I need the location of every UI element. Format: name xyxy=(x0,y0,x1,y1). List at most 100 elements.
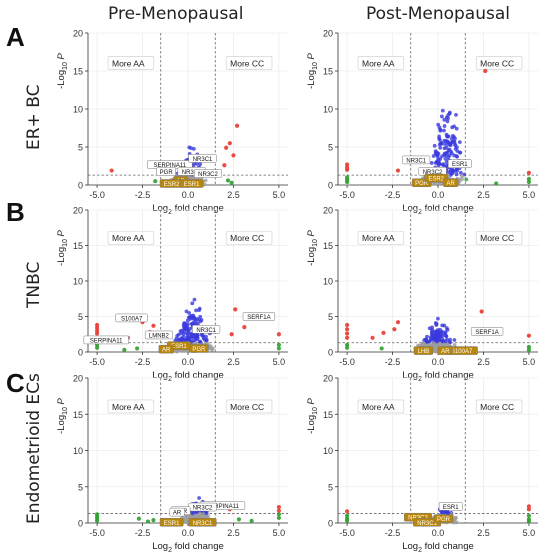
data-point xyxy=(440,323,445,328)
gene-label: ESR2 xyxy=(164,182,180,188)
data-point xyxy=(454,172,459,177)
gene-label-box xyxy=(438,502,463,511)
data-point xyxy=(457,140,462,145)
data-point xyxy=(452,343,457,347)
significant-point xyxy=(233,307,238,312)
col-title-post: Post-Menopausal xyxy=(366,4,510,24)
y-axis-label: -Log10 P xyxy=(306,52,319,88)
gene-label: PGR xyxy=(415,181,429,187)
data-point xyxy=(448,143,453,148)
fold-change-point xyxy=(276,515,282,521)
x-tick-label: 2.5 xyxy=(227,190,240,200)
data-point xyxy=(440,162,445,167)
gene-label: SERF1A xyxy=(247,315,270,321)
data-point xyxy=(180,337,184,342)
data-point xyxy=(198,162,203,166)
data-point xyxy=(184,337,189,342)
data-point xyxy=(200,333,205,338)
y-tick-label: 20 xyxy=(323,29,333,39)
gene-label: ESR1 xyxy=(184,182,200,188)
data-point xyxy=(447,110,452,115)
fold-change-point xyxy=(236,517,242,522)
more-aa-label: More AA xyxy=(112,58,145,68)
more-cc-box xyxy=(475,399,523,414)
gene-label-box xyxy=(115,313,148,323)
significant-point xyxy=(483,68,488,74)
data-point xyxy=(439,114,444,119)
data-point xyxy=(445,119,450,124)
gene-label: ESR2 xyxy=(428,177,444,183)
data-point xyxy=(206,514,211,519)
fold-change-point xyxy=(225,178,231,183)
significant-point xyxy=(229,332,234,337)
x-tick-label: 5.0 xyxy=(523,357,536,367)
x-tick-label: 2.5 xyxy=(477,357,490,367)
data-point xyxy=(198,314,203,319)
x-tick-label: 2.5 xyxy=(227,357,240,367)
fold-change-point xyxy=(276,342,282,347)
data-point xyxy=(433,334,438,339)
more-aa-box xyxy=(107,399,155,414)
data-point xyxy=(438,341,442,346)
fold-change-point xyxy=(526,513,532,518)
data-point xyxy=(204,338,209,343)
more-aa-label: More AA xyxy=(112,233,145,243)
y-tick-label: 15 xyxy=(323,67,333,77)
data-point xyxy=(195,316,199,321)
x-tick-label: 5.0 xyxy=(273,190,286,200)
x-tick-label: -5.0 xyxy=(339,190,355,200)
data-point xyxy=(455,154,459,159)
gene-label-box xyxy=(424,173,449,183)
data-point xyxy=(442,124,447,128)
panel-letter-a: A xyxy=(6,22,25,52)
significant-point xyxy=(276,332,282,337)
fold-change-point xyxy=(151,518,156,523)
data-point xyxy=(449,149,453,154)
fold-change-point xyxy=(94,518,100,523)
data-point xyxy=(454,520,459,525)
gene-label-box xyxy=(194,169,222,178)
gene-label-box xyxy=(188,154,217,163)
gene-label: NR3C2 xyxy=(198,172,218,178)
y-tick-label: 10 xyxy=(73,277,83,287)
data-point xyxy=(444,164,449,168)
y-tick-label: 15 xyxy=(73,410,83,420)
x-tick-label: 5.0 xyxy=(523,528,536,538)
data-point xyxy=(185,318,190,323)
y-tick-label: 0 xyxy=(78,348,83,358)
data-point xyxy=(434,322,439,326)
data-point xyxy=(208,346,212,351)
data-point xyxy=(199,318,204,322)
x-tick-label: -2.5 xyxy=(135,190,151,200)
fold-change-point xyxy=(276,346,282,351)
y-tick-label: 20 xyxy=(323,206,333,216)
y-tick-label: 10 xyxy=(73,446,83,456)
data-point xyxy=(436,316,440,321)
gene-label-box xyxy=(189,344,209,353)
y-tick-label: 20 xyxy=(323,374,333,384)
data-point xyxy=(445,140,450,145)
fold-change-point xyxy=(136,516,142,521)
more-cc-label: More CC xyxy=(230,233,264,243)
col-title-pre: Pre-Menopausal xyxy=(108,4,244,24)
x-tick-label: -5.0 xyxy=(339,357,355,367)
more-cc-label: More CC xyxy=(480,233,514,243)
fold-change-point xyxy=(249,518,254,523)
y-tick-label: 10 xyxy=(323,446,333,456)
more-aa-box xyxy=(357,230,405,245)
data-point xyxy=(446,155,451,159)
gene-label-box xyxy=(447,159,472,168)
y-tick-label: 10 xyxy=(323,105,333,115)
gene-label-box xyxy=(242,312,276,321)
gene-label: AR xyxy=(441,349,450,355)
gene-label-box xyxy=(169,507,185,517)
significant-point xyxy=(94,331,100,336)
more-cc-box xyxy=(475,230,523,245)
data-point xyxy=(430,325,434,330)
x-tick-label: 0.0 xyxy=(182,357,195,367)
gene-label: SERF1A xyxy=(475,330,498,336)
x-tick-label: 0.0 xyxy=(182,190,195,200)
